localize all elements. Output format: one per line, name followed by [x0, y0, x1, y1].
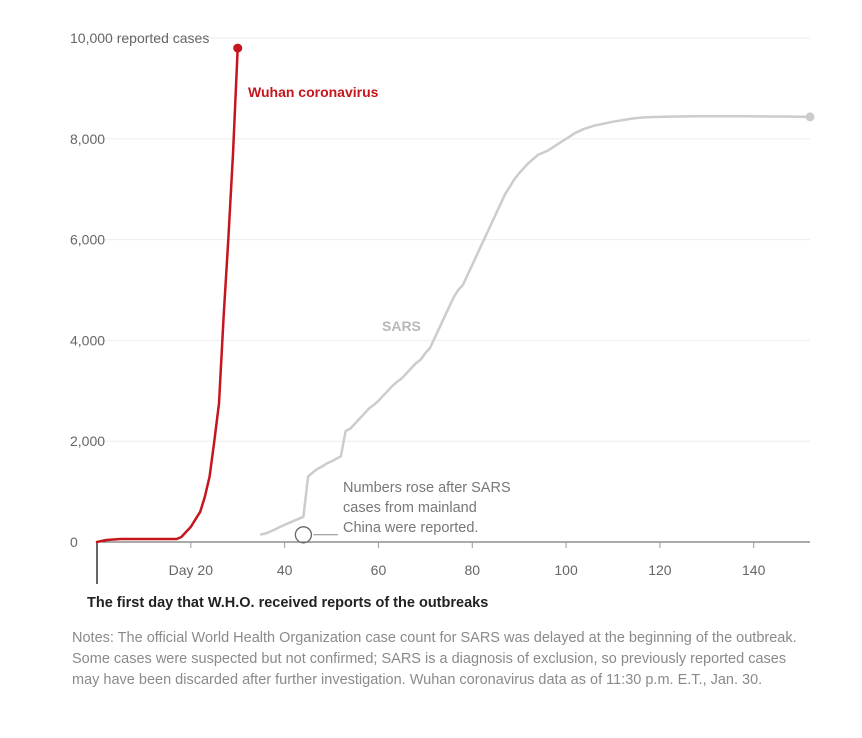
- x-tick-label: Day 20: [169, 562, 214, 578]
- series-line-wuhan: [95, 46, 239, 544]
- y-tick-label: 6,000: [70, 232, 105, 248]
- series-label-sars: SARS: [382, 318, 421, 334]
- annotation-circle: [294, 526, 313, 544]
- series-endpoint-wuhan: [233, 43, 243, 53]
- y-tick-label: 2,000: [70, 433, 105, 449]
- notes: Notes: The official World Health Organiz…: [72, 630, 797, 688]
- x-axis-caption: The first day that W.H.O. received repor…: [87, 595, 489, 611]
- x-tick-label: 80: [464, 562, 480, 578]
- series-endpoint-sars: [805, 112, 815, 122]
- y-tick-label: 8,000: [70, 131, 105, 147]
- x-tick-label: 60: [371, 562, 387, 578]
- x-tick-label: 120: [648, 562, 672, 578]
- chart: 0 2,000 4,000 6,000 8,000 10,000 reported cas…: [70, 30, 815, 584]
- annotation-text-line: China were reported.: [343, 520, 478, 536]
- y-axis-ticks: 0 2,000 4,000 6,000 8,000 10,000 reported cas…: [70, 30, 209, 550]
- series-line-sars: [259, 114, 812, 536]
- y-tick-label: 4,000: [70, 332, 105, 348]
- x-tick-label: 100: [554, 562, 578, 578]
- x-axis: Day 20 40 60 80 100 120 140: [96, 541, 810, 584]
- x-tick-label: 140: [742, 562, 766, 578]
- y-tick-label: 10,000 reported cases: [70, 30, 209, 46]
- x-tick-label: 40: [277, 562, 293, 578]
- annotation-text-line: cases from mainland: [343, 500, 477, 516]
- series: [95, 43, 815, 544]
- y-tick-label: 0: [70, 534, 78, 550]
- annotation: Numbers rose after SARS cases from mainla…: [294, 480, 511, 544]
- gridlines: [97, 37, 810, 442]
- series-label-wuhan: Wuhan coronavirus: [248, 84, 379, 100]
- annotation-text-line: Numbers rose after SARS: [343, 480, 511, 496]
